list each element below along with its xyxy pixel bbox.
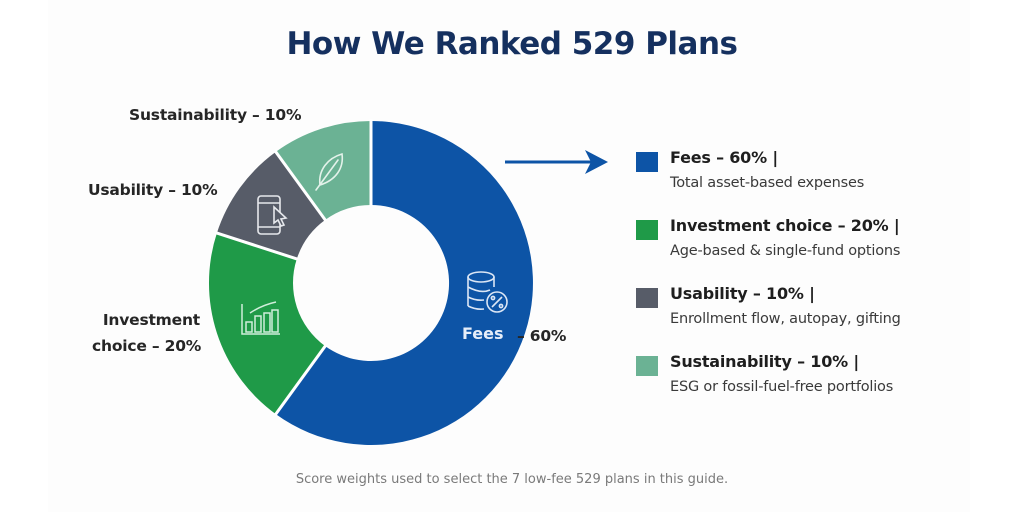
legend-swatch-sustainability bbox=[636, 356, 658, 376]
label-investment-line2: choice – 20% bbox=[92, 337, 202, 355]
legend-swatch-usability bbox=[636, 288, 658, 308]
legend-title: Investment choice – 20% | bbox=[670, 216, 900, 235]
arrow-right-icon bbox=[505, 150, 608, 174]
footnote: Score weights used to select the 7 low-f… bbox=[295, 472, 729, 487]
legend-description: Total asset-based expenses bbox=[670, 175, 865, 191]
label-sustainability: Sustainability – 10% bbox=[129, 106, 302, 124]
segment-usability bbox=[216, 151, 326, 259]
phone-cursor-icon bbox=[257, 195, 288, 235]
bar-chart-growth-icon bbox=[241, 301, 280, 335]
segment-sustainability bbox=[275, 121, 371, 220]
fees-inner-label: Fees bbox=[462, 324, 504, 343]
label-usability: Usability – 10% bbox=[88, 181, 218, 199]
label-fees-percent: – 60% bbox=[517, 327, 567, 345]
legend-description: Age-based & single-fund options bbox=[670, 243, 901, 259]
legend-title: Usability – 10% | bbox=[670, 284, 815, 303]
chart-title: How We Ranked 529 Plans bbox=[286, 26, 738, 62]
label-investment-line1: Investment bbox=[102, 311, 200, 329]
segment-separators bbox=[214, 119, 373, 417]
legend-swatch-investment bbox=[636, 220, 658, 240]
segment-fees bbox=[275, 121, 533, 446]
segment-investment-choice bbox=[208, 233, 326, 415]
legend-title: Fees – 60% | bbox=[670, 148, 778, 167]
legend-description: ESG or fossil-fuel-free portfolios bbox=[670, 379, 894, 395]
legend-description: Enrollment flow, autopay, gifting bbox=[670, 311, 901, 327]
coins-percent-icon bbox=[467, 271, 508, 313]
legend-swatch-fees bbox=[636, 152, 658, 172]
legend-title: Sustainability – 10% | bbox=[670, 352, 859, 371]
leaf-icon bbox=[315, 152, 344, 191]
